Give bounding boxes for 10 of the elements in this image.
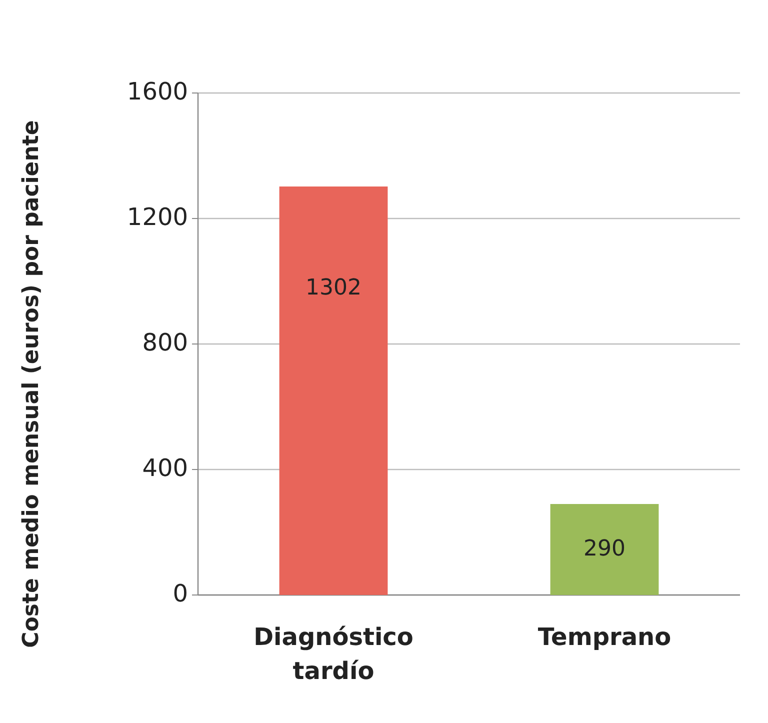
- x-tick-label: Temprano: [538, 623, 672, 651]
- x-tick-label: Diagnóstico tardío: [254, 623, 414, 685]
- y-tick-label: 0: [172, 580, 188, 608]
- y-axis-title: Coste medio mensual (euros) por paciente: [19, 120, 44, 648]
- data-label: 290: [584, 536, 626, 562]
- y-tick-label: 800: [142, 328, 188, 357]
- data-label: 1302: [306, 276, 362, 301]
- y-tick-label: 1600: [126, 78, 188, 106]
- y-tick-label: 400: [142, 454, 188, 482]
- y-tick-label: 1200: [126, 203, 188, 232]
